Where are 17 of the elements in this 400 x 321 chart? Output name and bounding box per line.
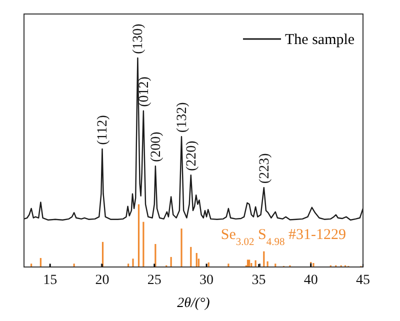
annotation: (012): [136, 76, 152, 107]
annotation: (132): [175, 102, 190, 133]
x-tick-label: 15: [43, 272, 58, 288]
x-tick-label: 30: [200, 272, 214, 288]
series-label: Se$_{3.02}$ S$_{4.98}$ #31-1229: [220, 226, 346, 248]
annotation: (112): [96, 114, 111, 145]
x-axis-title: 2θ/(°): [177, 296, 210, 311]
annotation: (130): [131, 23, 146, 54]
x-tick-label: 20: [95, 272, 110, 288]
x-tick-label: 45: [356, 272, 370, 288]
annotation: (220): [184, 140, 200, 172]
x-tick-label: 25: [147, 272, 162, 288]
annotation: (223): [257, 152, 272, 184]
annotation: (200): [148, 131, 164, 162]
x-tick-label: 35: [252, 272, 266, 288]
x-tick-label: 40: [304, 272, 318, 288]
legend-label: The sample: [285, 32, 355, 48]
